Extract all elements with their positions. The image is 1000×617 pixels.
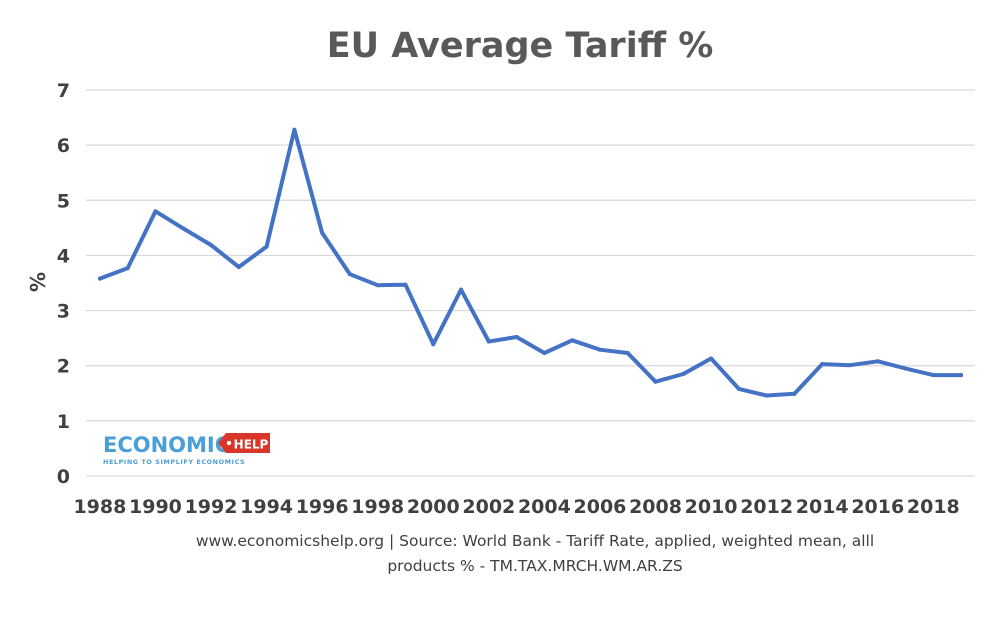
x-tick-label: 1988 bbox=[73, 496, 126, 518]
data-point bbox=[570, 338, 575, 343]
data-point bbox=[403, 282, 408, 287]
x-tick-label: 1990 bbox=[129, 496, 182, 518]
x-tick-label: 2008 bbox=[629, 496, 682, 518]
data-point bbox=[903, 366, 908, 371]
y-tick-label: 3 bbox=[57, 301, 70, 323]
chart-title: EU Average Tariff % bbox=[327, 26, 714, 66]
data-point bbox=[847, 363, 852, 368]
logo-tag-icon bbox=[218, 433, 270, 453]
y-tick-label: 6 bbox=[57, 135, 70, 157]
x-tick-label: 1994 bbox=[240, 496, 293, 518]
y-tick-label: 5 bbox=[57, 190, 70, 212]
logo-tag-hole-icon bbox=[226, 440, 232, 446]
data-point bbox=[764, 393, 769, 398]
data-point bbox=[736, 386, 741, 391]
data-point bbox=[597, 347, 602, 352]
x-tick-label: 1996 bbox=[296, 496, 349, 518]
y-tick-labels: 0 1 2 3 4 5 6 7 bbox=[57, 80, 70, 488]
economics-help-logo: ECONOMICS HELP HELPING TO SIMPLIFY ECONO… bbox=[103, 433, 270, 466]
x-tick-label: 2000 bbox=[407, 496, 460, 518]
data-point bbox=[709, 356, 714, 361]
data-point bbox=[347, 272, 352, 277]
data-point bbox=[653, 379, 658, 384]
data-point bbox=[153, 209, 158, 214]
x-tick-label: 2014 bbox=[796, 496, 849, 518]
logo-tagline: HELPING TO SIMPLIFY ECONOMICS bbox=[103, 458, 245, 466]
data-point bbox=[514, 335, 519, 340]
data-point bbox=[375, 283, 380, 288]
data-point bbox=[431, 342, 436, 347]
gridlines bbox=[86, 89, 975, 477]
data-point bbox=[931, 373, 936, 378]
x-tick-label: 1998 bbox=[351, 496, 404, 518]
data-point bbox=[875, 359, 880, 364]
data-point bbox=[459, 287, 464, 292]
x-tick-label: 2002 bbox=[462, 496, 515, 518]
x-tick-label: 1992 bbox=[185, 496, 238, 518]
data-point bbox=[209, 242, 214, 247]
x-tick-label: 2010 bbox=[685, 496, 738, 518]
data-point bbox=[820, 362, 825, 367]
y-tick-label: 1 bbox=[57, 411, 70, 433]
series-line bbox=[97, 127, 964, 398]
x-tick-labels: 1988 1990 1992 1994 1996 1998 2000 2002 2004 2006… bbox=[73, 496, 959, 518]
x-tick-label: 2012 bbox=[740, 496, 793, 518]
x-tick-label: 2006 bbox=[574, 496, 627, 518]
x-tick-label: 2016 bbox=[851, 496, 904, 518]
y-axis-label: % bbox=[26, 272, 50, 292]
source-note-line-1: www.economicshelp.org | Source: World Ba… bbox=[196, 532, 874, 550]
x-tick-label: 2004 bbox=[518, 496, 571, 518]
data-point bbox=[625, 351, 630, 356]
data-point bbox=[959, 373, 964, 378]
data-point bbox=[542, 351, 547, 356]
data-point bbox=[320, 230, 325, 235]
data-point bbox=[292, 127, 297, 132]
data-point bbox=[97, 276, 102, 281]
series-group bbox=[97, 127, 964, 398]
source-note-line-2: products % - TM.TAX.MRCH.WM.AR.ZS bbox=[387, 557, 682, 575]
data-point bbox=[236, 265, 241, 270]
y-tick-label: 7 bbox=[57, 80, 70, 102]
y-tick-label: 0 bbox=[57, 466, 70, 488]
data-point bbox=[125, 266, 130, 271]
y-tick-label: 2 bbox=[57, 356, 70, 378]
data-point bbox=[792, 391, 797, 396]
logo-tag-text: HELP bbox=[234, 438, 269, 452]
y-tick-label: 4 bbox=[57, 245, 70, 267]
data-point bbox=[486, 339, 491, 344]
data-point bbox=[681, 371, 686, 376]
data-point bbox=[181, 226, 186, 231]
data-point bbox=[264, 244, 269, 249]
x-tick-label: 2018 bbox=[907, 496, 960, 518]
